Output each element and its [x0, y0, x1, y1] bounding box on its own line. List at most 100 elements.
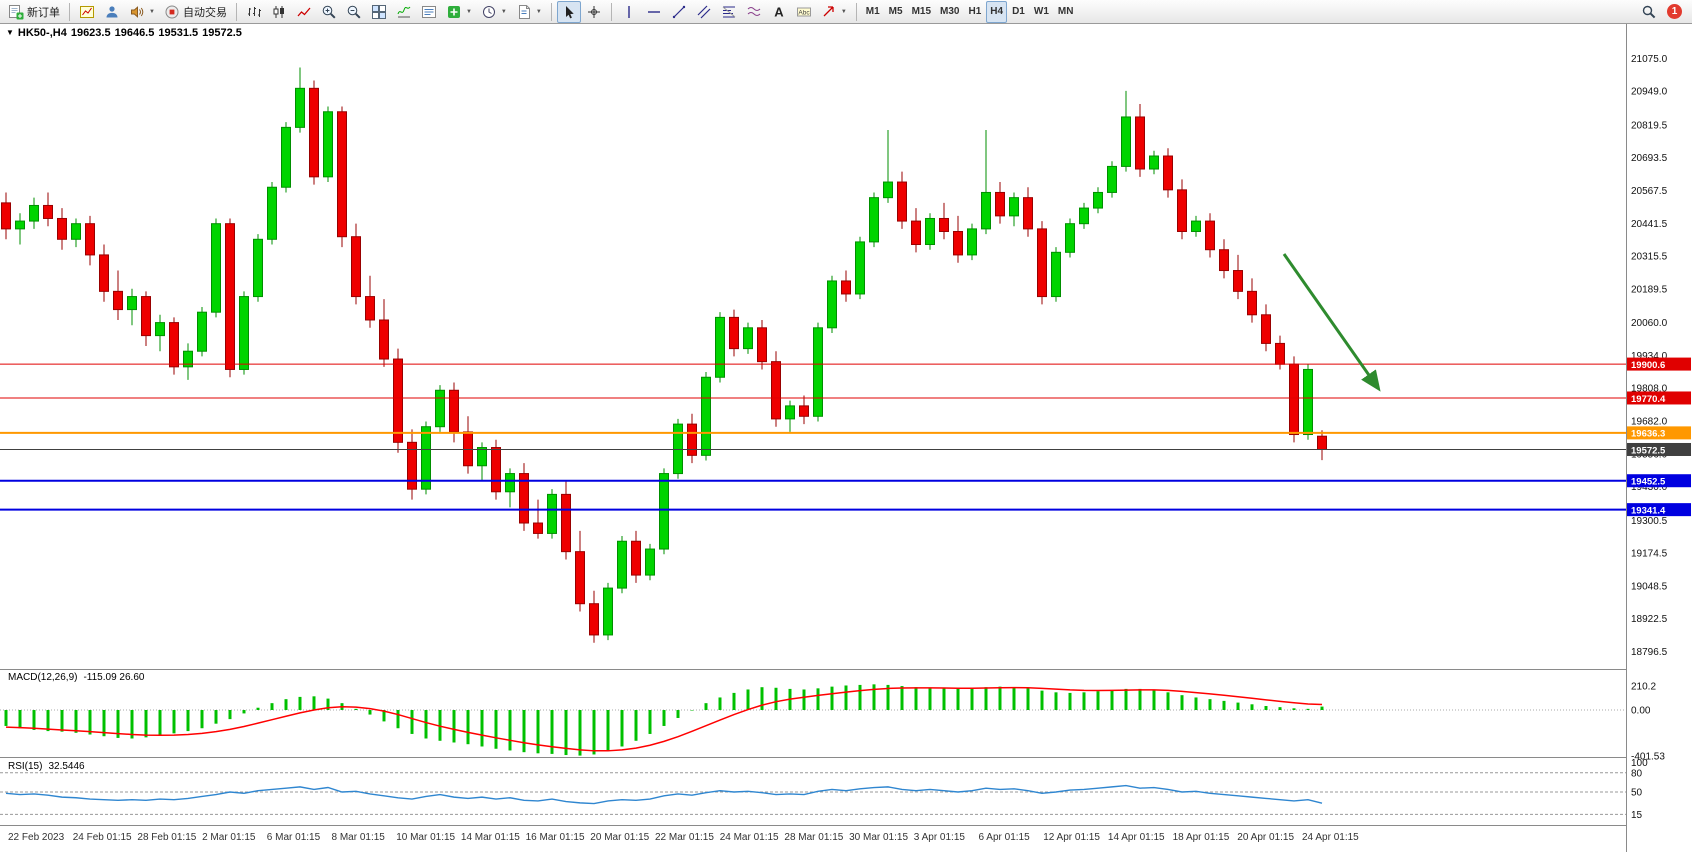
vertical-line-icon — [621, 4, 637, 20]
indicators-button[interactable] — [392, 1, 416, 23]
text-icon: A — [771, 4, 787, 20]
time-scale[interactable]: 22 Feb 2023 24 Feb 01:15 28 Feb 01:15 2 Mar… — [8, 832, 1359, 843]
timeframe-d1-button[interactable]: D1 — [1012, 6, 1025, 17]
toolbar-right-group: 1 — [1637, 1, 1688, 23]
svg-text:19636.3: 19636.3 — [1631, 429, 1665, 440]
svg-text:14 Mar 01:15: 14 Mar 01:15 — [461, 832, 520, 843]
toolbar-separator — [550, 2, 552, 21]
svg-text:19174.5: 19174.5 — [1631, 549, 1668, 560]
svg-text:20441.5: 20441.5 — [1631, 219, 1668, 230]
add-object-button[interactable]: ▼ — [442, 1, 476, 23]
horizontal-line-button[interactable] — [642, 1, 666, 23]
sound-alert-icon — [129, 4, 145, 20]
svg-text:19341.4: 19341.4 — [1631, 505, 1666, 516]
zoom-in-icon — [321, 4, 337, 20]
crosshair-button[interactable] — [582, 1, 606, 23]
svg-text:19808.0: 19808.0 — [1631, 384, 1668, 395]
svg-text:8 Mar 01:15: 8 Mar 01:15 — [332, 832, 386, 843]
indicator-list-icon — [421, 4, 437, 20]
dropdown-arrow-icon[interactable]: ▼ — [149, 8, 155, 15]
timeframe-h1-button[interactable]: H1 — [968, 6, 982, 17]
search-button[interactable] — [1637, 1, 1661, 23]
trendline-button[interactable] — [667, 1, 691, 23]
tile-windows-button[interactable] — [367, 1, 391, 23]
autotrading-icon — [164, 4, 180, 20]
zoom-out-button[interactable] — [342, 1, 366, 23]
text-button[interactable]: A — [767, 1, 791, 23]
svg-text:19300.5: 19300.5 — [1631, 516, 1668, 527]
rsi-panel — [0, 772, 1626, 815]
svg-text:0.00: 0.00 — [1631, 706, 1651, 717]
svg-text:2 Mar 01:15: 2 Mar 01:15 — [202, 832, 256, 843]
svg-text:18 Apr 01:15: 18 Apr 01:15 — [1173, 832, 1230, 843]
new-order-button[interactable]: 新订单 — [4, 1, 64, 23]
tile-windows-icon — [371, 4, 387, 20]
toolbar-separator — [610, 2, 612, 21]
button-label: 新订单 — [27, 6, 60, 19]
indicator-list-button[interactable] — [417, 1, 441, 23]
timeframe-mn-button[interactable]: MN — [1057, 6, 1074, 17]
vertical-line-button[interactable] — [617, 1, 641, 23]
toolbar-separator — [855, 2, 857, 21]
svg-text:12 Apr 01:15: 12 Apr 01:15 — [1043, 832, 1100, 843]
notification-badge[interactable]: 1 — [1667, 4, 1682, 19]
svg-text:19452.5: 19452.5 — [1631, 477, 1666, 488]
macd-panel — [0, 684, 1626, 756]
trend-arrow-annotation[interactable] — [1282, 253, 1381, 392]
dropdown-arrow-icon[interactable]: ▼ — [500, 8, 507, 15]
autotrading-button[interactable]: 自动交易 — [160, 1, 231, 23]
timeframe-w1-button[interactable]: W1 — [1033, 6, 1049, 17]
timeframe-m15-button[interactable]: M15 — [911, 6, 932, 17]
svg-text:20819.5: 20819.5 — [1631, 120, 1668, 131]
crosshair-icon — [586, 4, 602, 20]
svg-text:19770.4: 19770.4 — [1631, 394, 1666, 405]
svg-text:19934.0: 19934.0 — [1631, 351, 1668, 362]
cursor-button[interactable] — [556, 0, 581, 23]
shapes-button[interactable] — [742, 1, 766, 23]
zoom-in-button[interactable] — [317, 1, 341, 23]
profiles-icon — [104, 4, 120, 20]
svg-text:22 Feb 2023: 22 Feb 2023 — [8, 832, 65, 843]
new-chart-button[interactable] — [75, 1, 99, 23]
main-toolbar: 新订单 ▼ 自动交易 ▼ ▼ ▼ A Abc ▼ M1 M5 M15 M30 H1 H4 D1 W1 MN 1 — [0, 0, 1692, 24]
profiles-button[interactable] — [100, 1, 124, 23]
timeframe-m30-button[interactable]: M30 — [940, 6, 960, 17]
text-label-button[interactable]: Abc — [792, 1, 816, 23]
timeframe-h4-button[interactable]: H4 — [986, 0, 1008, 23]
svg-text:24 Apr 01:15: 24 Apr 01:15 — [1302, 832, 1359, 843]
svg-text:20 Mar 01:15: 20 Mar 01:15 — [590, 832, 649, 843]
svg-text:28 Mar 01:15: 28 Mar 01:15 — [784, 832, 843, 843]
line-chart-button[interactable] — [292, 1, 316, 23]
indicators-icon — [396, 4, 412, 20]
timeframe-m5-button[interactable]: M5 — [888, 6, 903, 17]
arrows-button[interactable]: ▼ — [817, 1, 851, 23]
horizontal-level-lines[interactable] — [0, 363, 1626, 511]
svg-text:20949.0: 20949.0 — [1631, 87, 1668, 98]
svg-text:20315.5: 20315.5 — [1631, 252, 1668, 263]
panel-dividers — [0, 669, 1692, 826]
dropdown-arrow-icon[interactable]: ▼ — [465, 8, 472, 15]
period-clock-button[interactable]: ▼ — [477, 1, 511, 23]
svg-text:20567.5: 20567.5 — [1631, 186, 1668, 197]
svg-text:50: 50 — [1631, 788, 1643, 799]
trendline-icon — [671, 4, 687, 20]
svg-text:24 Feb 01:15: 24 Feb 01:15 — [73, 832, 132, 843]
svg-text:80: 80 — [1631, 768, 1643, 779]
svg-text:100: 100 — [1631, 758, 1648, 769]
sound-alert-button[interactable]: ▼ — [125, 1, 159, 23]
bar-chart-button[interactable] — [242, 1, 266, 23]
channel-button[interactable] — [692, 1, 716, 23]
dropdown-arrow-icon[interactable]: ▼ — [840, 8, 847, 15]
text-label-icon: Abc — [796, 4, 812, 20]
fibonacci-button[interactable] — [717, 1, 741, 23]
candlestick-chart-button[interactable] — [267, 1, 291, 23]
price-scale[interactable]: 21075.0 20949.0 20819.5 20693.5 20567.5 20441… — [1626, 24, 1692, 852]
svg-text:15: 15 — [1631, 810, 1643, 821]
dropdown-arrow-icon[interactable]: ▼ — [535, 8, 542, 15]
template-button[interactable]: ▼ — [512, 1, 546, 23]
timeframe-m1-button[interactable]: M1 — [865, 6, 880, 17]
search-icon — [1641, 4, 1657, 20]
line-chart-icon — [296, 4, 312, 20]
